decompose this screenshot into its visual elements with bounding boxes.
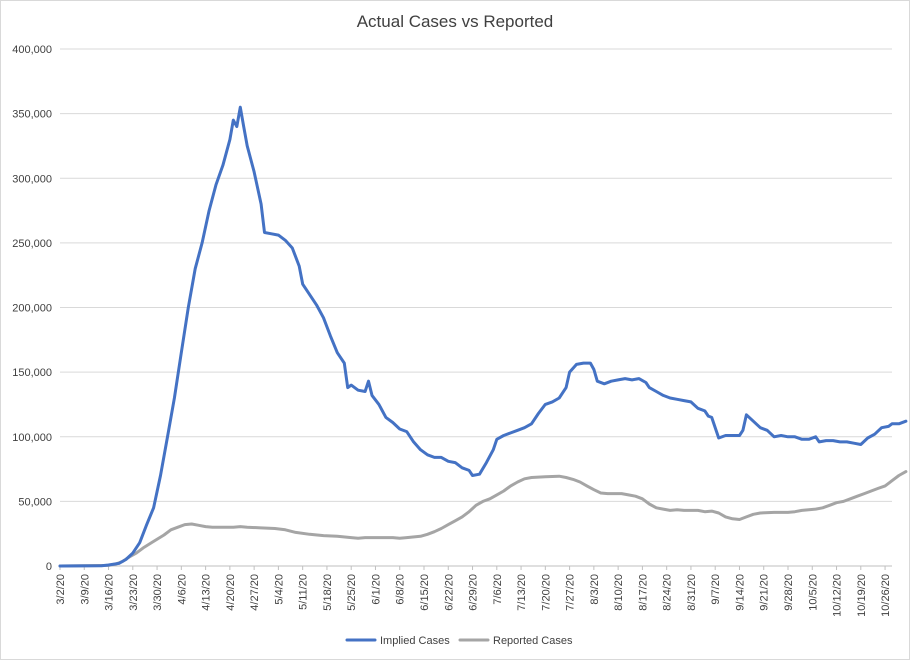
x-tick-label: 3/2/20 [55,574,67,605]
x-tick-label: 10/19/20 [856,574,868,617]
x-tick-label: 8/10/20 [613,574,625,611]
x-tick-label: 4/27/20 [249,574,261,611]
x-tick-label: 4/6/20 [176,574,188,605]
x-tick-label: 4/13/20 [201,574,213,611]
x-tick-label: 6/15/20 [419,574,431,611]
y-tick-label: 400,000 [12,44,52,56]
x-tick-label: 10/5/20 [807,574,819,611]
x-tick-label: 3/30/20 [152,574,164,611]
x-tick-label: 7/13/20 [516,574,528,611]
y-tick-label: 250,000 [12,238,52,250]
x-tick-label: 7/20/20 [540,574,552,611]
x-tick-label: 6/29/20 [468,574,480,611]
y-tick-label: 100,000 [12,432,52,444]
legend-label-implied-cases: Implied Cases [380,635,450,647]
x-tick-label: 8/24/20 [662,574,674,611]
x-tick-label: 7/27/20 [565,574,577,611]
x-tick-label: 5/4/20 [273,574,285,605]
x-tick-label: 8/17/20 [637,574,649,611]
series-line-implied-cases [58,105,908,568]
x-tick-label: 10/12/20 [832,574,844,617]
x-tick-label: 10/26/20 [880,574,892,617]
x-tick-label: 7/6/20 [492,574,504,605]
x-tick-label: 3/23/20 [128,574,140,611]
x-tick-label: 9/21/20 [759,574,771,611]
y-axis-ticks: 0 50,000 100,000 150,000 200,000 250,000 300,0… [12,44,52,573]
x-tick-label: 9/28/20 [783,574,795,611]
y-tick-label: 50,000 [18,496,52,508]
x-axis-ticks: 3/2/20 3/9/20 3/16/20 3/23/20 3/30/20 4/6/20 4… [55,566,892,617]
x-tick-label: 6/8/20 [395,574,407,605]
x-tick-label: 5/18/20 [322,574,334,611]
x-tick-label: 4/20/20 [225,574,237,611]
series-lines [58,105,908,568]
x-tick-label: 8/3/20 [589,574,601,605]
legend-label-reported-cases: Reported Cases [493,635,573,647]
x-tick-label: 6/1/20 [370,574,382,605]
x-tick-label: 8/31/20 [686,574,698,611]
series-line-reported-cases [58,470,908,568]
y-tick-label: 350,000 [12,109,52,121]
gridlines [60,48,892,567]
x-tick-label: 5/11/20 [298,574,310,610]
x-tick-label: 3/9/20 [79,574,91,605]
y-tick-label: 150,000 [12,367,52,379]
legend: Implied Cases Reported Cases [345,635,573,647]
y-tick-label: 300,000 [12,173,52,185]
y-tick-label: 0 [46,561,52,573]
x-tick-label: 9/14/20 [734,574,746,611]
x-tick-label: 3/16/20 [104,574,116,611]
y-tick-label: 200,000 [12,303,52,315]
x-tick-label: 6/22/20 [443,574,455,611]
x-tick-label: 5/25/20 [346,574,358,611]
x-tick-label: 9/7/20 [710,574,722,605]
chart-title: Actual Cases vs Reported [357,12,554,31]
